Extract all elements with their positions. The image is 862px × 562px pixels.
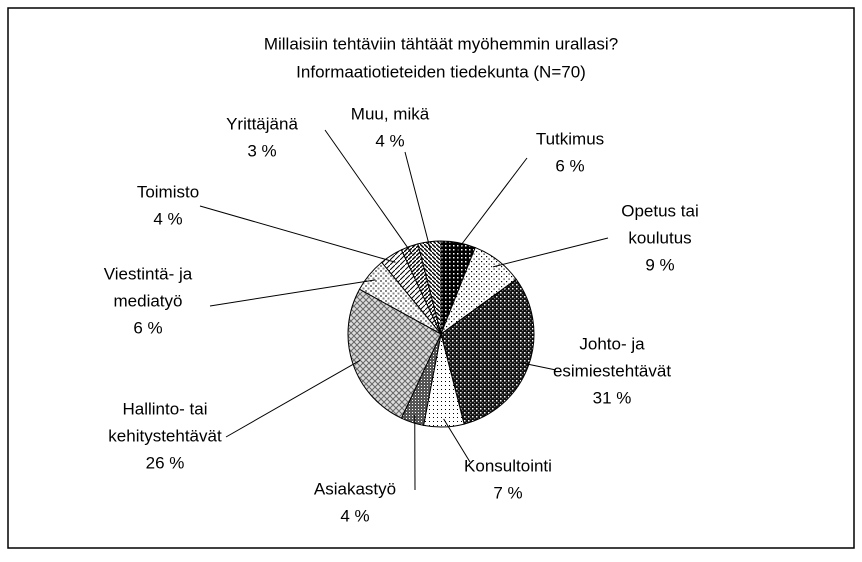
slice-label: Konsultointi bbox=[464, 456, 552, 475]
slice-value-label: 7 % bbox=[493, 483, 522, 502]
slice-value-label: 26 % bbox=[146, 453, 185, 472]
slice-label: Yrittäjänä bbox=[226, 114, 298, 133]
slice-label: Johto- ja bbox=[579, 334, 645, 353]
slice-value-label: 31 % bbox=[593, 388, 632, 407]
slice-label: Muu, mikä bbox=[351, 104, 430, 123]
slice-label: koulutus bbox=[628, 228, 691, 247]
chart-subtitle: Informaatiotieteiden tiedekunta (N=70) bbox=[296, 62, 586, 81]
slice-value-label: 3 % bbox=[247, 141, 276, 160]
slice-value-label: 4 % bbox=[375, 131, 404, 150]
slice-value-label: 9 % bbox=[645, 255, 674, 274]
slice-value-label: 6 % bbox=[133, 318, 162, 337]
slice-label: Viestintä- ja bbox=[104, 264, 193, 283]
slice-label: esimiestehtävät bbox=[553, 361, 671, 380]
slice-value-label: 4 % bbox=[340, 506, 369, 525]
slice-label: mediatyö bbox=[114, 291, 183, 310]
slice-value-label: 4 % bbox=[153, 209, 182, 228]
slice-label: Opetus tai bbox=[621, 201, 699, 220]
slice-label: Asiakastyö bbox=[314, 479, 396, 498]
chart-title: Millaisiin tehtäviin tähtäät myöhemmin u… bbox=[264, 34, 618, 53]
slice-label: kehitystehtävät bbox=[108, 426, 222, 445]
slice-value-label: 6 % bbox=[555, 156, 584, 175]
slice-label: Tutkimus bbox=[536, 129, 604, 148]
slice-label: Hallinto- tai bbox=[122, 399, 207, 418]
slice-label: Toimisto bbox=[137, 182, 199, 201]
